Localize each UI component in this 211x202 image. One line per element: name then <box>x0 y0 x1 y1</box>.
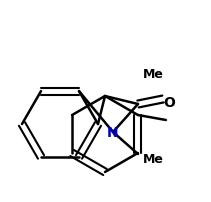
Text: O: O <box>163 96 175 109</box>
Text: Me: Me <box>143 153 164 166</box>
Text: Me: Me <box>143 68 164 81</box>
Text: N: N <box>107 125 119 139</box>
